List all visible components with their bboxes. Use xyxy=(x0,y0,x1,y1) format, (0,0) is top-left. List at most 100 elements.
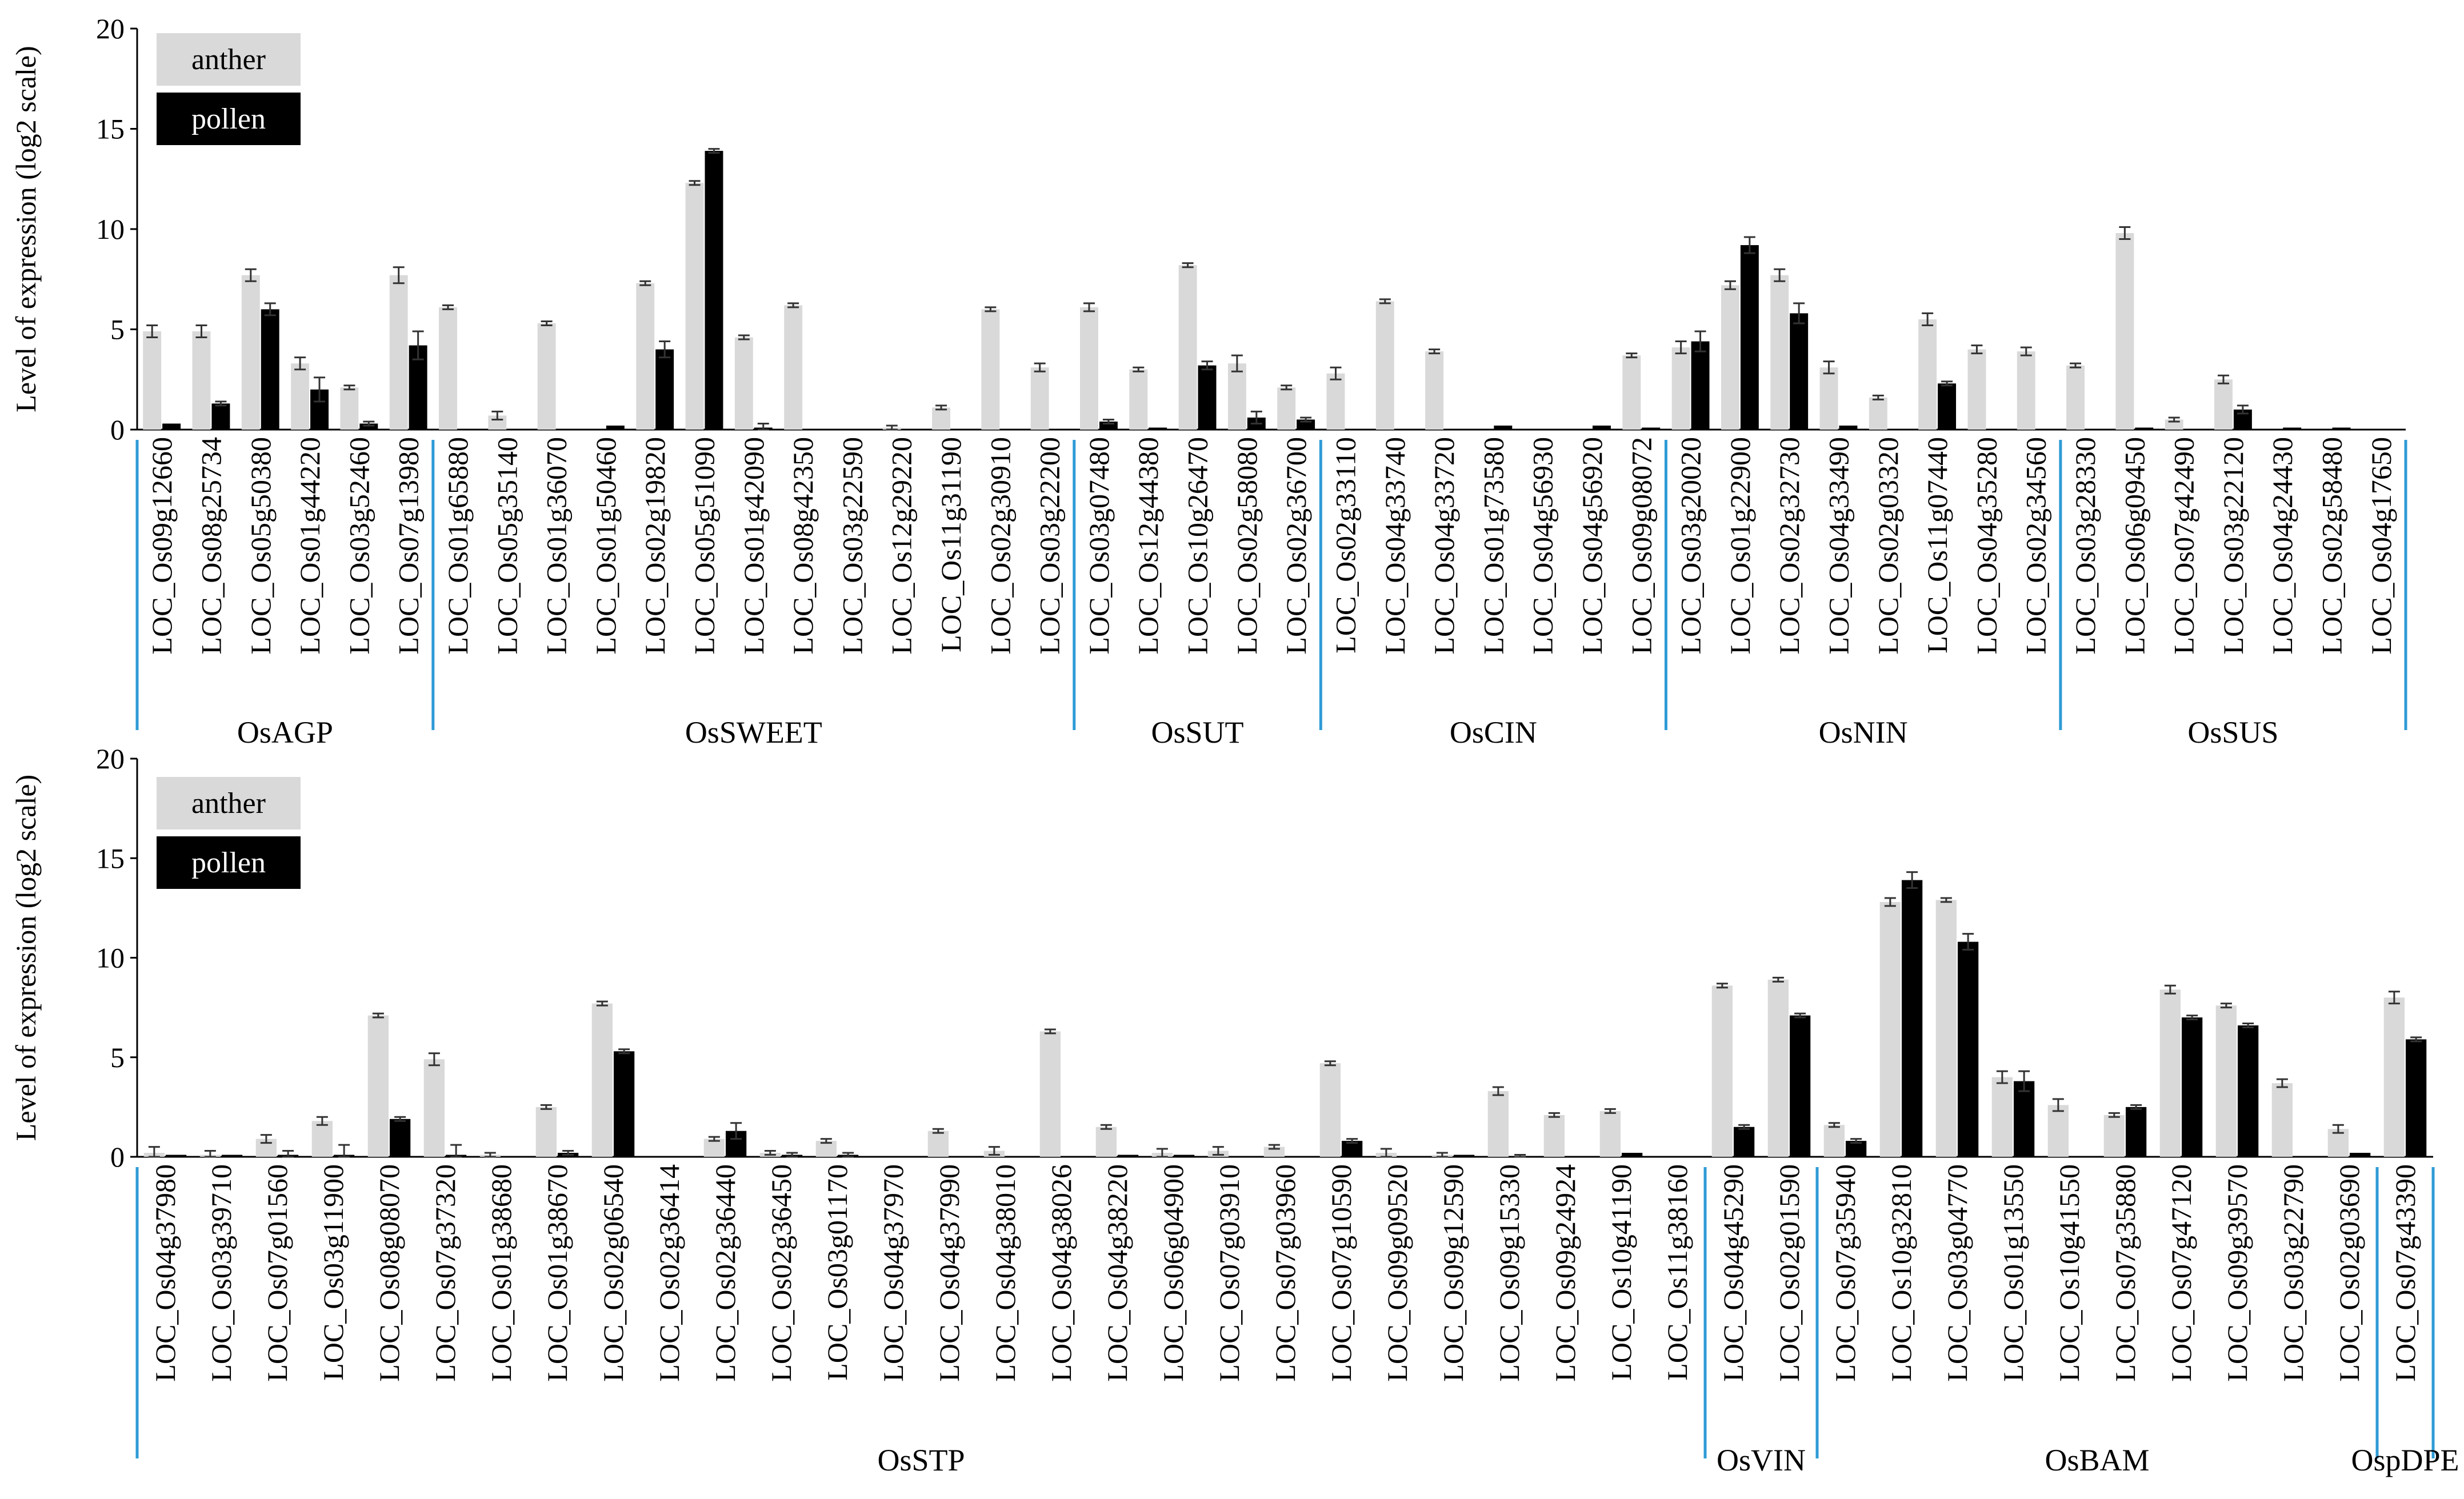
anther-bar xyxy=(703,1139,725,1157)
anther-bar xyxy=(367,1015,389,1157)
anther-bar xyxy=(981,309,1000,430)
category-label: LOC_Os11g38160 xyxy=(1661,1164,1693,1381)
category-label: LOC_Os03g22590 xyxy=(836,437,868,655)
pollen-bar xyxy=(655,349,674,430)
anther-bar xyxy=(1080,307,1098,430)
anther-bar xyxy=(1935,900,1957,1157)
category-label: LOC_Os03g01170 xyxy=(821,1164,853,1381)
category-label: LOC_Os02g03690 xyxy=(2333,1164,2365,1382)
category-label: LOC_Os03g52460 xyxy=(343,437,375,655)
anther-bar xyxy=(1326,373,1345,430)
anther-bar xyxy=(1277,387,1296,430)
pollen-bar xyxy=(2350,1153,2371,1157)
y-axis-label: Level of expression (log2 scale) xyxy=(10,46,42,412)
category-label: LOC_Os03g04770 xyxy=(1941,1164,1973,1382)
category-label: LOC_Os05g51090 xyxy=(689,437,721,655)
category-label: LOC_Os04g56930 xyxy=(1527,437,1559,655)
pollen-bar xyxy=(614,1051,635,1157)
category-label: LOC_Os08g25734 xyxy=(195,437,227,655)
y-tick-label: 15 xyxy=(96,113,125,145)
anther-bar xyxy=(1425,351,1444,430)
category-label: LOC_Os02g34560 xyxy=(2020,437,2052,655)
pollen-bar xyxy=(211,403,230,430)
category-label: LOC_Os06g09450 xyxy=(2118,437,2150,655)
pollen-bar xyxy=(222,1155,243,1157)
anther-bar xyxy=(311,1121,333,1157)
anther-bar xyxy=(2017,351,2035,430)
anther-bar xyxy=(1622,355,1641,430)
anther-bar xyxy=(1869,397,1887,430)
category-label: LOC_Os01g65880 xyxy=(442,437,474,655)
legend-label-pollen: pollen xyxy=(191,103,266,135)
legend-label-pollen: pollen xyxy=(191,847,266,879)
category-label: LOC_Os07g37320 xyxy=(429,1164,461,1382)
category-label: LOC_Os04g35280 xyxy=(1970,437,2002,655)
anther-bar xyxy=(1918,319,1937,430)
category-label: LOC_Os07g10590 xyxy=(1325,1164,1357,1382)
anther-bar xyxy=(1039,1031,1061,1157)
category-label: LOC_Os11g07440 xyxy=(1921,437,1953,654)
category-label: LOC_Os01g13550 xyxy=(1997,1164,2029,1382)
anther-bar xyxy=(1711,985,1733,1157)
legend-label-anther: anther xyxy=(191,787,266,820)
anther-bar xyxy=(1227,363,1246,430)
anther-bar xyxy=(1129,369,1148,430)
category-label: LOC_Os07g01560 xyxy=(261,1164,293,1382)
chart-panel-1: 0 5 10 15 20 Level of expression (log2 scale)… xyxy=(10,13,2407,750)
category-label: LOC_Os02g36414 xyxy=(653,1164,685,1382)
category-label: LOC_Os03g07480 xyxy=(1083,437,1115,655)
category-label: LOC_Os04g37980 xyxy=(149,1164,181,1382)
anther-bar xyxy=(241,275,260,430)
pollen-bar xyxy=(1902,880,1923,1157)
category-label: LOC_Os04g37970 xyxy=(877,1164,909,1382)
category-label: LOC_Os03g28330 xyxy=(2069,437,2101,655)
anther-bar xyxy=(340,387,359,430)
pollen-bar xyxy=(2182,1017,2203,1157)
category-label: LOC_Os04g33720 xyxy=(1428,437,1460,655)
category-label: LOC_Os07g35940 xyxy=(1829,1164,1861,1382)
pollen-bar xyxy=(1958,941,1979,1157)
legend-swatch-pollen xyxy=(157,93,301,145)
y-tick-label: 15 xyxy=(96,842,125,874)
pollen-bar xyxy=(1454,1155,1475,1157)
anther-bar xyxy=(2047,1105,2069,1157)
category-label: LOC_Os07g03910 xyxy=(1213,1164,1245,1382)
anther-bar xyxy=(2215,1005,2237,1157)
category-label: LOC_Os04g17650 xyxy=(2365,437,2397,655)
group-label: OsSWEET xyxy=(685,715,822,750)
group-label: OsVIN xyxy=(1717,1443,1806,1477)
legend-swatch-pollen xyxy=(157,836,301,889)
anther-bar xyxy=(2159,989,2181,1157)
anther-bar xyxy=(537,323,556,430)
category-label: LOC_Os02g30910 xyxy=(984,437,1016,655)
pollen-bar xyxy=(2238,1025,2259,1157)
anther-bar xyxy=(1375,301,1394,430)
anther-bar xyxy=(1967,349,1986,430)
anther-bar xyxy=(734,337,753,430)
pollen-bar xyxy=(359,423,378,430)
pollen-bar xyxy=(1494,425,1513,430)
pollen-bar xyxy=(705,151,723,430)
y-tick-label: 5 xyxy=(110,314,125,346)
category-label: LOC_Os02g58080 xyxy=(1231,437,1263,655)
pollen-bar xyxy=(1642,427,1661,430)
anther-bar xyxy=(423,1059,445,1157)
y-axis-label: Level of expression (log2 scale) xyxy=(10,775,42,1141)
legend-swatch-anther xyxy=(157,33,301,86)
category-label: LOC_Os01g38680 xyxy=(485,1164,517,1382)
category-label: LOC_Os04g33740 xyxy=(1379,437,1411,655)
pollen-bar xyxy=(1174,1155,1195,1157)
pollen-bar xyxy=(1691,341,1710,430)
anther-bar xyxy=(636,283,655,430)
pollen-bar xyxy=(2283,427,2302,430)
category-label: LOC_Os04g24430 xyxy=(2266,437,2298,655)
anther-bar xyxy=(1770,275,1789,430)
y-tick-label: 0 xyxy=(110,1141,125,1173)
category-label: LOC_Os02g58480 xyxy=(2316,437,2348,655)
category-label: LOC_Os04g37990 xyxy=(933,1164,965,1382)
anther-bar xyxy=(685,183,704,430)
category-label: LOC_Os02g03320 xyxy=(1872,437,1904,655)
category-label: LOC_Os03g22200 xyxy=(1034,437,1066,655)
pollen-bar xyxy=(1740,245,1759,430)
anther-bar xyxy=(932,407,951,430)
